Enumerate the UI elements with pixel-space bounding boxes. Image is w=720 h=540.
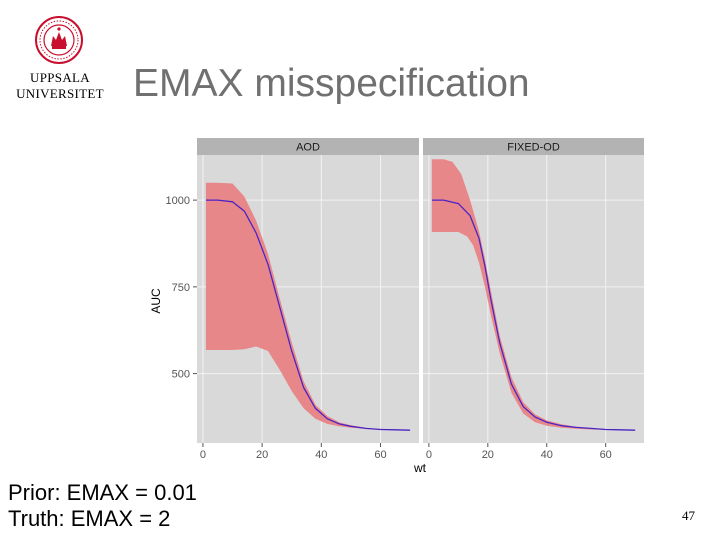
y-tick-label: 750	[172, 282, 190, 294]
x-tick-label: 60	[374, 449, 386, 461]
university-seal-logo	[35, 16, 83, 64]
page-number: 47	[682, 508, 695, 523]
facet-panel-1: FIXED-OD	[423, 138, 644, 443]
y-tick-label: 1000	[166, 195, 190, 207]
x-tick-label: 60	[600, 449, 612, 461]
facet-strip-label: FIXED-OD	[507, 142, 560, 154]
university-name: UPPSALA UNIVERSITET	[6, 70, 114, 102]
y-tick-label: 500	[172, 369, 190, 381]
note-truth: Truth: EMAX = 2	[8, 506, 171, 531]
facet-strip	[197, 138, 419, 155]
x-axes: 0 20 40 60 0 20 40 60	[200, 443, 612, 461]
facet-strip-label: AOD	[296, 142, 320, 154]
chart-panels: AOD FIXED-OD	[197, 138, 644, 443]
x-tick-label: 0	[200, 449, 206, 461]
x-tick-label: 20	[482, 449, 494, 461]
facet-strip	[423, 138, 644, 155]
x-tick-label: 20	[256, 449, 268, 461]
slide-title: EMAX misspecification	[133, 62, 530, 105]
y-axis-label: AUC	[149, 288, 163, 314]
median-line	[431, 199, 636, 431]
university-name-line-1: UPPSALA	[30, 70, 90, 85]
x-tick-label: 40	[315, 449, 327, 461]
note-prior: Prior: EMAX = 0.01	[8, 480, 197, 505]
university-name-line-2: UNIVERSITET	[16, 86, 104, 101]
confidence-ribbon	[205, 182, 411, 431]
x-axis-0: 0 20 40 60	[200, 443, 387, 461]
facet-panel-0: AOD	[197, 138, 419, 443]
median-line	[205, 199, 411, 431]
confidence-ribbon	[431, 159, 636, 431]
x-axis-1: 0 20 40 60	[426, 443, 612, 461]
annotation-notes: Prior: EMAX = 0.01 Truth: EMAX = 2	[8, 480, 197, 532]
y-axis: 500 750 1000	[166, 195, 197, 381]
x-axis-label: wt	[413, 461, 427, 475]
x-tick-label: 0	[426, 449, 432, 461]
x-tick-label: 40	[541, 449, 553, 461]
